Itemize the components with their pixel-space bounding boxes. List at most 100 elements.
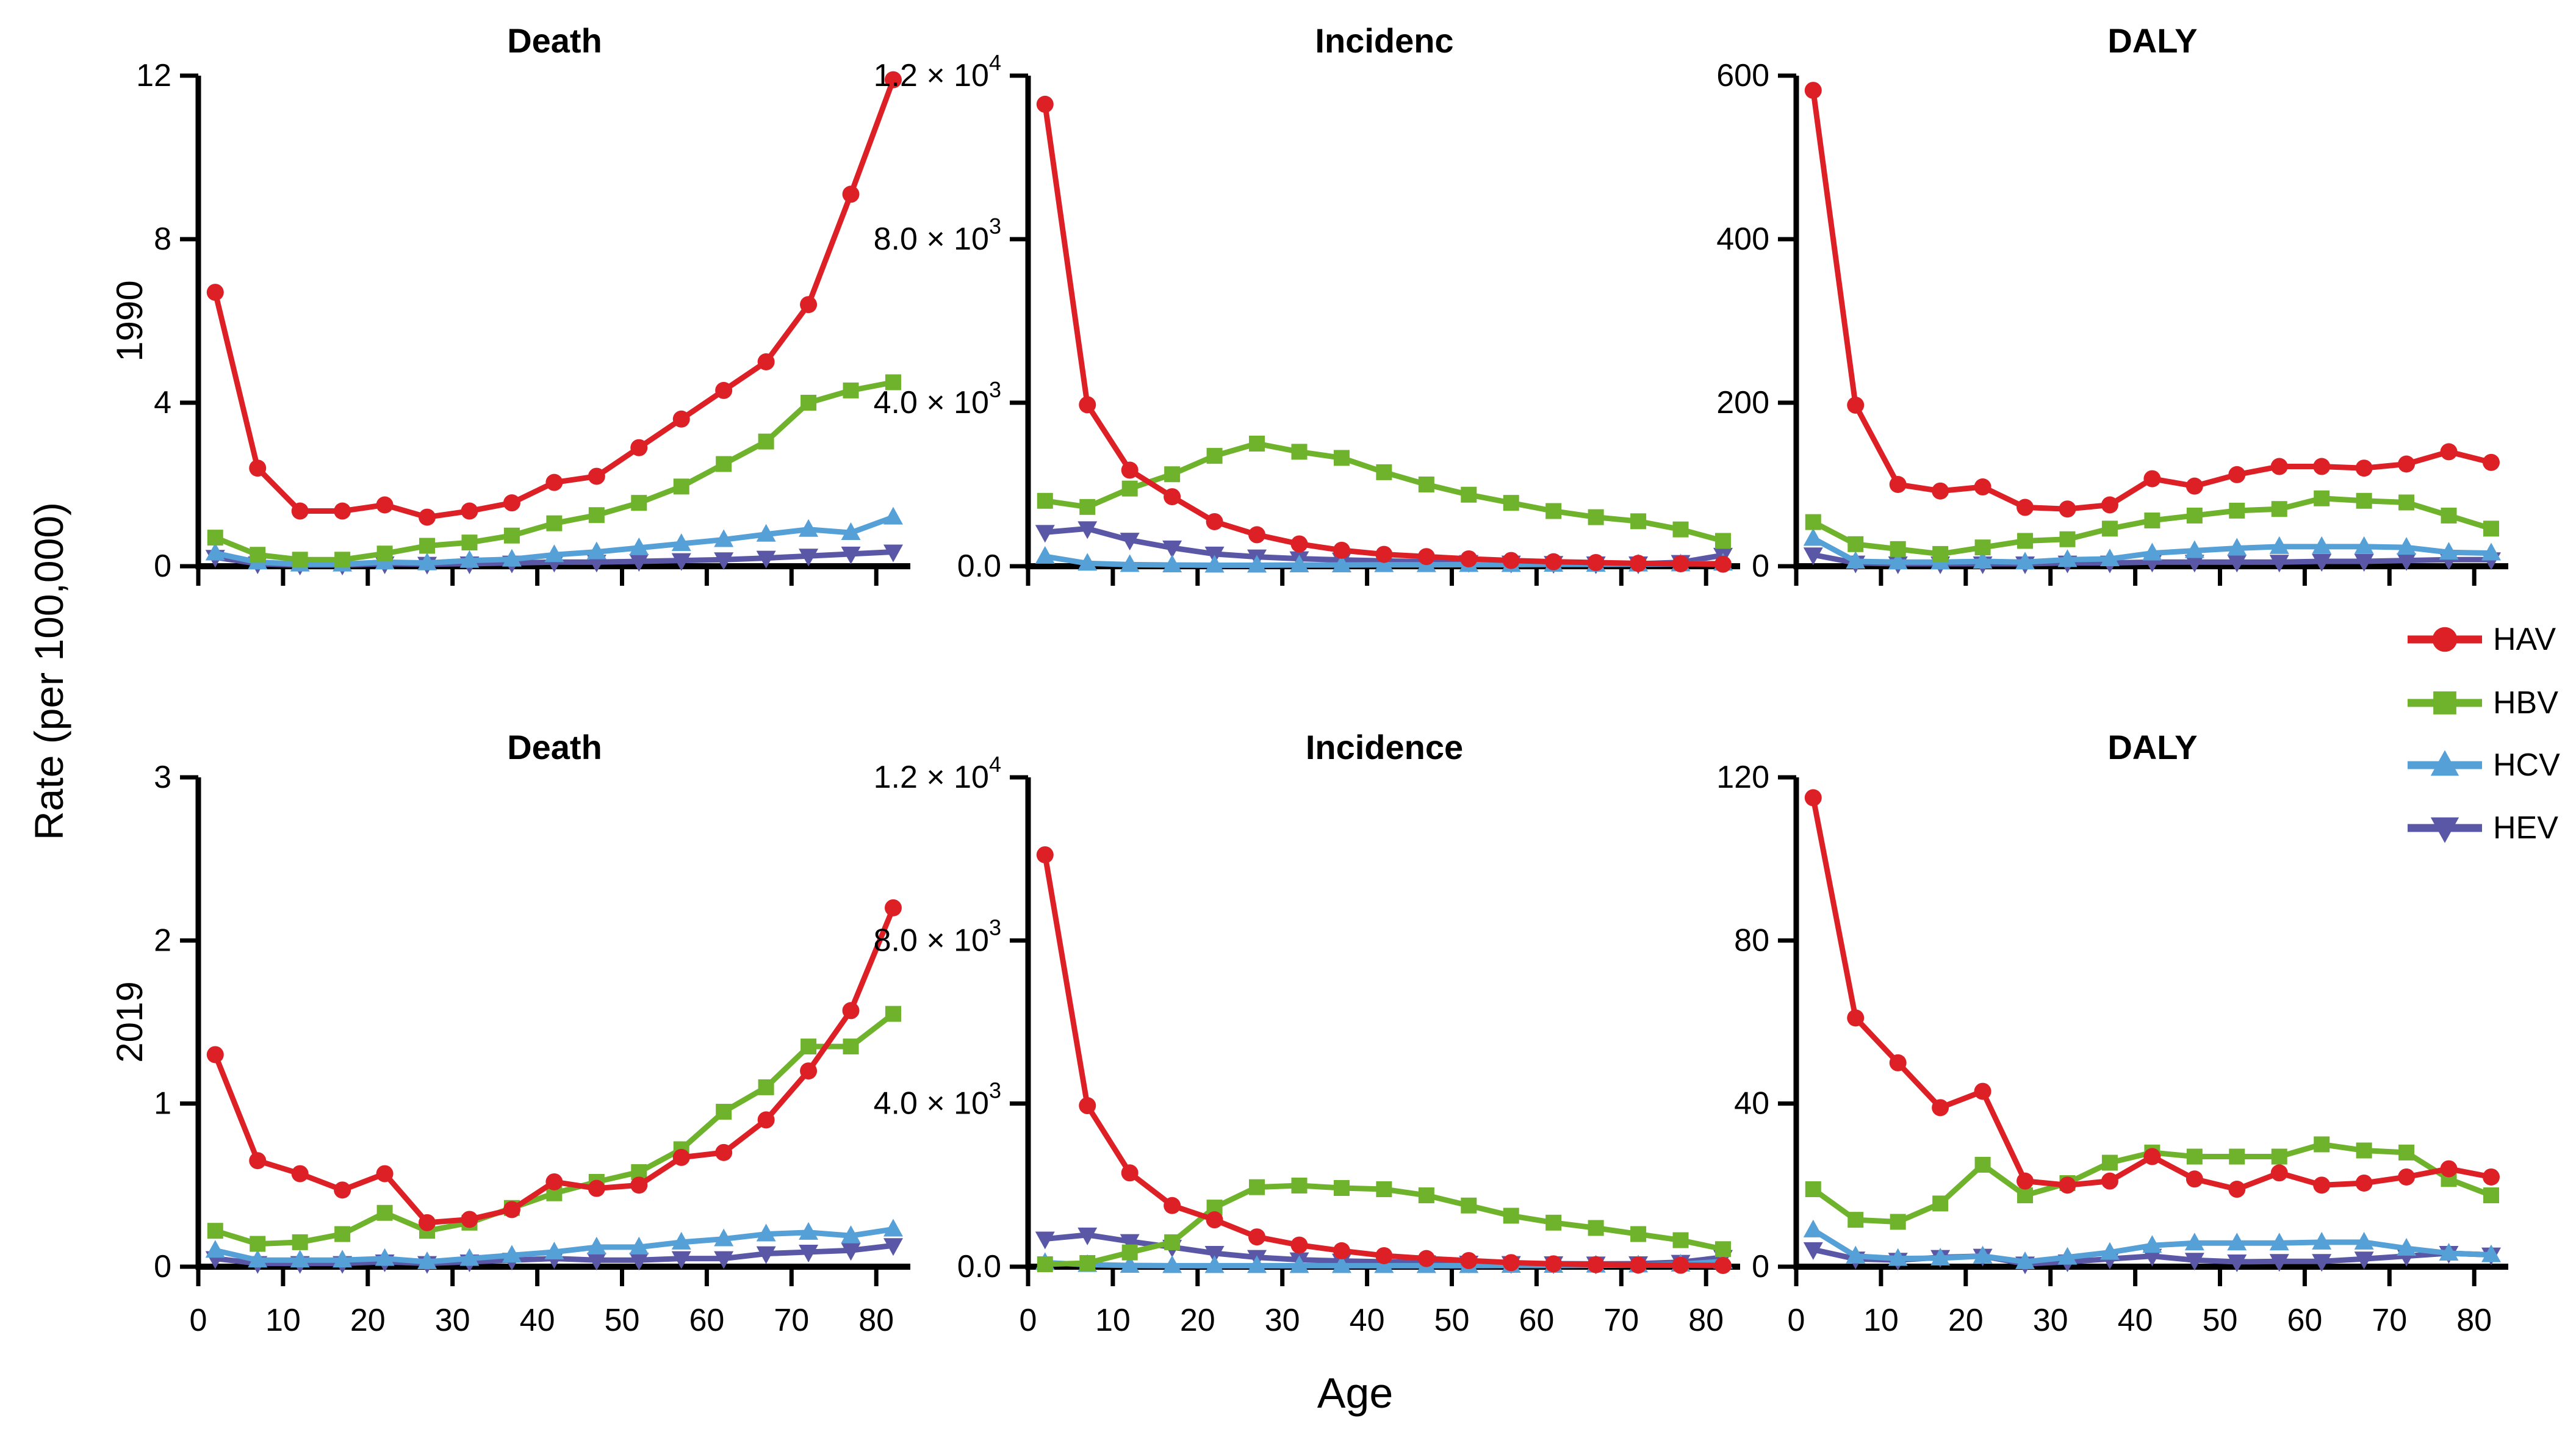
panel-daly-1990: 0 200 400 600	[1716, 58, 2508, 586]
legend: HAV HBV HCV HEV	[2406, 612, 2576, 887]
x-tick-label: 80	[858, 1303, 894, 1338]
series-HAV-incidence-1990	[1036, 95, 1732, 573]
y-tick-label: 0.0	[957, 1249, 1001, 1284]
hev-line-marker-icon	[2408, 817, 2482, 843]
legend-label-hav: HAV	[2493, 622, 2556, 657]
axes-daly-2019: 0 10 20 30 40 50 60 70 80 0 40 80 120	[1716, 760, 2508, 1338]
x-tick-label: 0	[190, 1303, 207, 1338]
y-tick-label: 3	[154, 760, 171, 795]
x-tick-label: 60	[2287, 1303, 2322, 1338]
series-HAV-incidence-2019	[1036, 846, 1732, 1274]
y-tick-label: 0	[1752, 1249, 1769, 1284]
hav-line-marker-icon	[2408, 627, 2482, 652]
x-tick-label: 70	[1603, 1303, 1639, 1338]
x-tick-label: 0	[1788, 1303, 1805, 1338]
axes-death-2019: 0 10 20 30 40 50 60 70 80 0 1 2 3	[154, 760, 910, 1338]
y-tick-label: 200	[1716, 385, 1769, 420]
y-tick-label: 12	[136, 58, 171, 93]
series-HBV-death-2019	[207, 1006, 901, 1252]
row-label-1990: 1990	[109, 280, 150, 362]
y-tick-label: 400	[1716, 221, 1769, 257]
y-tick-label: 8	[154, 221, 171, 257]
y-axis-label: Rate (per 100,000)	[26, 502, 71, 841]
x-tick-label: 20	[1180, 1303, 1215, 1338]
legend-item-hbv: HBV	[2406, 675, 2558, 730]
series-HCV-daly-1990	[1803, 528, 2501, 570]
x-tick-label: 10	[1095, 1303, 1131, 1338]
series-HAV-death-2019	[206, 899, 902, 1231]
y-tick-label: 4.0 × 103	[874, 377, 1001, 421]
series-HCV-daly-2019	[1803, 1219, 2501, 1269]
hbv-line-marker-icon	[2408, 691, 2482, 714]
panel-title-death-1990: Death	[507, 21, 602, 60]
x-tick-label: 50	[2203, 1303, 2238, 1338]
x-tick-label: 70	[2372, 1303, 2407, 1338]
x-tick-label: 60	[1519, 1303, 1554, 1338]
legend-label-hev: HEV	[2493, 810, 2558, 846]
series-HAV-death-1990	[206, 71, 902, 526]
y-tick-label: 600	[1716, 58, 1769, 93]
y-tick-label: 40	[1734, 1086, 1769, 1121]
y-tick-label: 0.0	[957, 549, 1001, 584]
y-tick-label: 1.2 × 104	[874, 50, 1001, 94]
y-tick-label: 4	[154, 385, 171, 420]
y-tick-label: 0	[154, 1249, 171, 1284]
x-tick-label: 30	[435, 1303, 470, 1338]
legend-label-hbv: HBV	[2493, 685, 2558, 721]
x-axis-label: Age	[1317, 1369, 1394, 1417]
x-tick-label: 0	[1020, 1303, 1037, 1338]
panel-death-2019: 0 10 20 30 40 50 60 70 80 0 1 2 3	[154, 760, 910, 1338]
y-tick-label: 120	[1716, 760, 1769, 795]
axes-incidence-1990: 0.0 4.0 × 103 8.0 × 103 1.2 × 104	[874, 50, 1740, 586]
x-tick-label: 80	[1688, 1303, 1724, 1338]
y-tick-label: 8.0 × 103	[874, 915, 1001, 959]
x-tick-label: 40	[1350, 1303, 1385, 1338]
y-tick-label: 2	[154, 923, 171, 958]
x-tick-label: 40	[2118, 1303, 2153, 1338]
x-tick-label: 30	[2033, 1303, 2068, 1338]
legend-label-hcv: HCV	[2493, 747, 2560, 783]
panel-title-daly-2019: DALY	[2107, 728, 2198, 766]
x-tick-label: 50	[1434, 1303, 1470, 1338]
x-tick-label: 30	[1265, 1303, 1300, 1338]
series-HBV-incidence-1990	[1037, 436, 1731, 549]
panel-death-1990: 0 4 8 12	[136, 58, 910, 586]
row-label-2019: 2019	[109, 981, 150, 1063]
panel-title-death-2019: Death	[507, 728, 602, 766]
x-tick-label: 50	[605, 1303, 640, 1338]
panel-incidence-1990: 0.0 4.0 × 103 8.0 × 103 1.2 × 104	[874, 50, 1740, 586]
y-tick-label: 8.0 × 103	[874, 214, 1001, 257]
series-HBV-incidence-2019	[1037, 1178, 1731, 1272]
x-tick-label: 10	[265, 1303, 301, 1338]
x-tick-label: 80	[2456, 1303, 2492, 1338]
series-HCV-death-2019	[205, 1218, 903, 1269]
axes-incidence-2019: 0 10 20 30 40 50 60 70 80 0.0 4.0 × 103 8.0 × 103 1.…	[874, 752, 1740, 1338]
legend-item-hav: HAV	[2406, 612, 2556, 667]
panel-title-incidence-1990: Incidenc	[1315, 21, 1454, 60]
y-tick-label: 1	[154, 1086, 171, 1121]
x-tick-label: 20	[350, 1303, 386, 1338]
hcv-line-marker-icon	[2408, 750, 2482, 776]
x-tick-label: 10	[1863, 1303, 1899, 1338]
y-tick-label: 1.2 × 104	[874, 752, 1001, 796]
series-HBV-death-1990	[207, 374, 901, 568]
x-tick-label: 20	[1948, 1303, 1984, 1338]
y-tick-label: 0	[154, 549, 171, 584]
x-tick-label: 70	[774, 1303, 809, 1338]
x-tick-label: 40	[520, 1303, 555, 1338]
panel-title-incidence-2019: Incidence	[1305, 728, 1464, 766]
legend-item-hev: HEV	[2406, 801, 2558, 855]
series-HBV-daly-1990	[1805, 490, 2499, 562]
axes-death-1990: 0 4 8 12	[136, 58, 910, 586]
panel-daly-2019: 0 10 20 30 40 50 60 70 80 0 40 80 120	[1716, 760, 2508, 1338]
series-HAV-daly-1990	[1804, 82, 2500, 518]
y-tick-label: 4.0 × 103	[874, 1078, 1001, 1121]
x-tick-label: 60	[689, 1303, 724, 1338]
legend-item-hcv: HCV	[2406, 738, 2560, 793]
y-tick-label: 80	[1734, 923, 1769, 958]
y-tick-label: 0	[1752, 549, 1769, 584]
series-HAV-daly-2019	[1804, 789, 2500, 1198]
panel-title-daly-1990: DALY	[2107, 21, 2198, 60]
